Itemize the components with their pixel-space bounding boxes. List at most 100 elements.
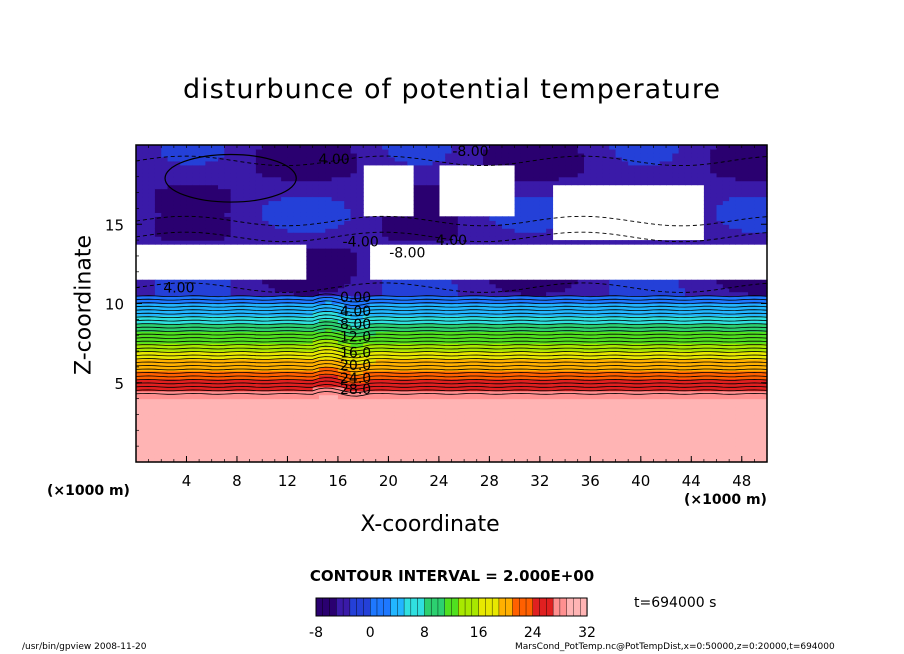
field-cell (154, 232, 162, 237)
field-cell (464, 394, 472, 400)
field-cell (584, 402, 591, 408)
field-cell (337, 458, 345, 463)
field-cell (243, 299, 251, 305)
field-cell (413, 240, 421, 245)
field-cell (199, 224, 207, 229)
field-cell (539, 442, 547, 447)
field-cell (236, 216, 244, 221)
field-cell (584, 303, 591, 309)
field-cell (136, 351, 143, 356)
field-cell (154, 168, 162, 174)
field-cell (325, 331, 333, 336)
field-cell (274, 232, 282, 237)
field-cell (262, 172, 270, 178)
field-cell (344, 160, 352, 166)
field-cell (293, 386, 301, 392)
field-cell (281, 180, 289, 186)
field-cell (445, 410, 453, 416)
field-cell (173, 216, 181, 221)
field-cell (148, 386, 156, 392)
field-cell (520, 216, 528, 221)
field-cell (281, 287, 289, 293)
field-cell (142, 351, 150, 356)
field-cell (192, 240, 200, 245)
field-cell (470, 438, 478, 443)
field-cell (508, 422, 516, 427)
field-cell (142, 200, 150, 206)
field-cell (350, 295, 358, 301)
field-cell (211, 188, 219, 194)
field-cell (533, 192, 541, 198)
field-cell (514, 299, 522, 305)
field-cell (249, 283, 257, 289)
field-cell (249, 279, 257, 285)
field-cell (249, 216, 257, 221)
field-cell (199, 232, 207, 237)
field-cell (451, 446, 459, 451)
field-cell (520, 410, 528, 416)
field-cell (161, 160, 169, 166)
field-cell (375, 347, 383, 352)
field-cell (552, 331, 560, 336)
field-cell (590, 180, 598, 186)
field-cell (388, 327, 396, 332)
field-cell (274, 291, 282, 297)
field-cell (565, 414, 572, 420)
field-cell (577, 319, 585, 324)
field-cell (161, 422, 169, 427)
field-cell (230, 331, 238, 336)
field-cell (533, 279, 541, 285)
field-cell (167, 319, 175, 324)
field-cell (142, 291, 150, 297)
field-cell (432, 236, 440, 241)
field-cell (180, 355, 188, 360)
field-cell (274, 347, 282, 352)
field-cell (577, 327, 585, 332)
field-cell (514, 355, 522, 360)
field-cell (382, 358, 389, 364)
field-cell (262, 339, 270, 344)
field-cell (520, 279, 528, 285)
field-cell (407, 382, 415, 388)
field-cell (369, 410, 377, 416)
field-cell (602, 426, 610, 431)
field-cell (243, 450, 251, 455)
field-cell (148, 358, 156, 364)
field-cell (419, 303, 427, 309)
field-cell (483, 355, 490, 360)
field-cell (199, 208, 207, 213)
field-cell (173, 145, 181, 150)
field-cell (306, 216, 314, 221)
field-cell (192, 216, 200, 221)
field-cell (363, 271, 371, 277)
field-cell (205, 291, 213, 297)
field-cell (344, 414, 352, 420)
field-cell (489, 319, 497, 324)
field-cell (293, 299, 301, 305)
field-cell (470, 287, 478, 293)
field-cell (394, 430, 402, 435)
field-cell (192, 184, 200, 190)
field-cell (369, 446, 377, 451)
field-cell (451, 402, 459, 408)
field-cell (571, 382, 579, 388)
field-cell (501, 418, 509, 423)
field-cell (192, 347, 200, 352)
field-cell (199, 295, 207, 301)
field-cell (558, 164, 566, 170)
field-cell (243, 323, 251, 328)
field-cell (325, 216, 333, 221)
field-cell (483, 374, 490, 380)
field-cell (489, 418, 497, 423)
field-cell (350, 160, 358, 166)
field-cell (199, 200, 207, 206)
field-cell (167, 299, 175, 305)
field-cell (199, 418, 207, 423)
field-cell (584, 295, 591, 301)
field-cell (293, 450, 301, 455)
field-cell (590, 422, 598, 427)
field-cell (520, 454, 528, 459)
field-cell (356, 291, 364, 297)
field-cell (388, 283, 396, 289)
field-cell (262, 148, 270, 154)
